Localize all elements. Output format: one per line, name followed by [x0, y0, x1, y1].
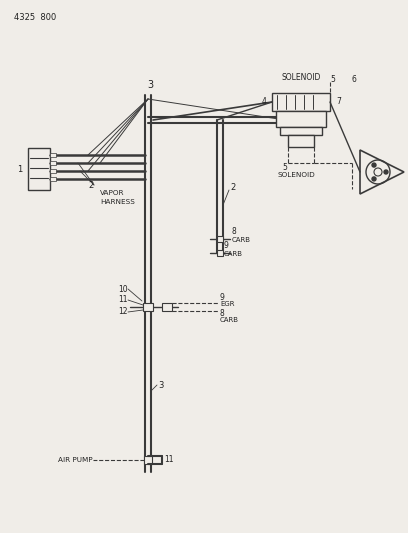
- Text: 11: 11: [164, 456, 173, 464]
- Text: 3: 3: [158, 381, 163, 390]
- Text: 5: 5: [330, 76, 335, 85]
- Text: 1: 1: [17, 165, 22, 174]
- Bar: [50, 177, 56, 181]
- Circle shape: [372, 177, 376, 181]
- Text: 2: 2: [230, 183, 235, 192]
- Text: 3: 3: [147, 80, 153, 90]
- Text: AIR PUMP: AIR PUMP: [58, 457, 93, 463]
- Text: 9: 9: [220, 293, 225, 302]
- Text: 4: 4: [262, 98, 267, 107]
- Bar: [217, 250, 223, 256]
- Text: 10: 10: [118, 285, 128, 294]
- Text: 7: 7: [336, 98, 341, 107]
- Bar: [288, 135, 314, 147]
- Text: SOLENOID: SOLENOID: [282, 72, 322, 82]
- Bar: [144, 456, 152, 464]
- Bar: [276, 111, 326, 127]
- Circle shape: [372, 163, 376, 167]
- Text: 4325  800: 4325 800: [14, 13, 56, 22]
- Text: 6: 6: [352, 76, 357, 85]
- Text: 8: 8: [220, 309, 225, 318]
- Bar: [162, 303, 172, 311]
- Bar: [50, 161, 56, 165]
- Text: CARB: CARB: [220, 317, 239, 323]
- Bar: [280, 127, 322, 135]
- Text: 2: 2: [88, 181, 93, 190]
- Bar: [50, 169, 56, 173]
- Text: CARB: CARB: [224, 251, 243, 257]
- Bar: [143, 303, 153, 311]
- Circle shape: [384, 170, 388, 174]
- Text: 12: 12: [118, 308, 127, 317]
- Bar: [217, 236, 223, 242]
- Text: EGR: EGR: [220, 301, 235, 307]
- Bar: [28, 148, 50, 190]
- Text: VAPOR: VAPOR: [100, 190, 124, 196]
- Text: HARNESS: HARNESS: [100, 199, 135, 205]
- Text: CARB: CARB: [232, 237, 251, 243]
- Text: 9: 9: [224, 240, 229, 249]
- Bar: [50, 153, 56, 157]
- Text: 8: 8: [232, 227, 237, 236]
- Bar: [272, 93, 330, 111]
- Text: 11: 11: [118, 295, 127, 304]
- Text: SOLENOID: SOLENOID: [278, 172, 316, 178]
- Text: 5: 5: [282, 163, 287, 172]
